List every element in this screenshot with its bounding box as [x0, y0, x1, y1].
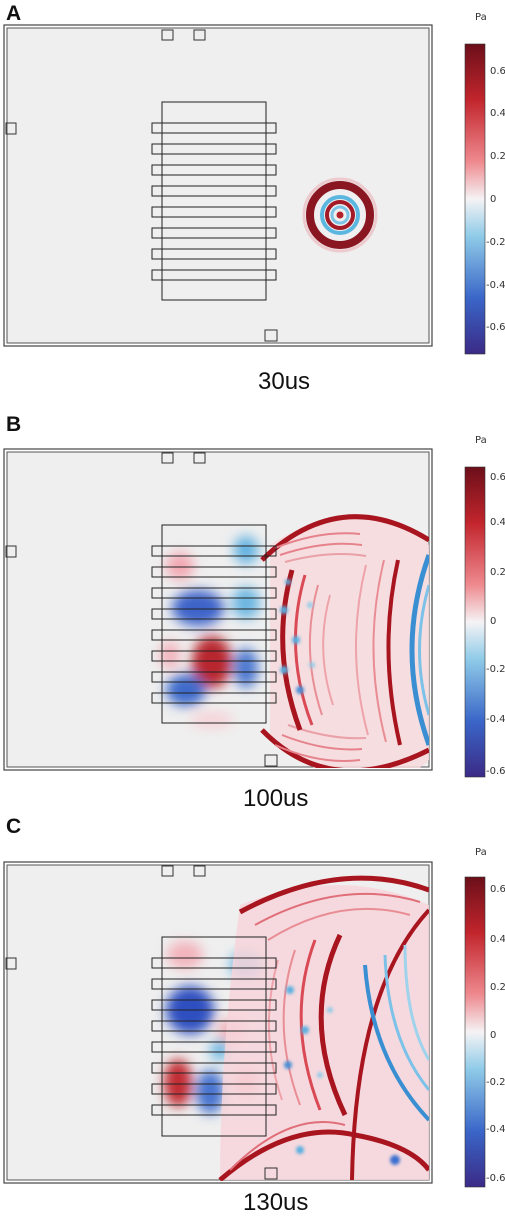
colorbar-tick: 0	[490, 194, 496, 205]
pressure-field	[160, 514, 429, 768]
colorbar: Pa 0.6 0.4 0.2 0 -0.2 -0.4 -0.6	[464, 12, 505, 355]
sensor	[5, 957, 17, 970]
colorbar-tick: -0.4	[486, 1124, 505, 1135]
plate-stack	[151, 936, 277, 1137]
panel-label: C	[6, 815, 21, 838]
colorbar-tick: -0.2	[486, 1077, 505, 1088]
time-label: 130us	[243, 1189, 308, 1216]
colorbar: Pa 0.6 0.4 0.2 0 -0.2 -0.4 -0.6	[464, 435, 505, 778]
sensor	[193, 452, 206, 464]
colorbar-tick: -0.2	[486, 237, 505, 248]
colorbar-unit: Pa	[475, 12, 487, 23]
panel-label: B	[6, 413, 21, 436]
sensor	[5, 545, 17, 558]
colorbar-tick: -0.6	[486, 766, 505, 777]
colorbar-tick: 0	[490, 1030, 496, 1041]
simulation-domain	[3, 448, 433, 771]
panel-label: A	[6, 2, 21, 25]
colorbar-tick: 0	[490, 616, 496, 627]
plate-stack	[151, 101, 277, 301]
colorbar-tick: 0.6	[490, 66, 505, 77]
pressure-field	[164, 875, 429, 1181]
colorbar-tick: 0.4	[490, 108, 505, 119]
colorbar: Pa 0.6 0.4 0.2 0 -0.2 -0.4 -0.6	[464, 847, 505, 1188]
colorbar-tick: 0.4	[490, 517, 505, 528]
sensor	[264, 1167, 278, 1180]
colorbar-tick: 0.6	[490, 472, 505, 483]
colorbar-tick: -0.4	[486, 714, 505, 725]
colorbar-tick: -0.6	[486, 322, 505, 333]
simulation-domain	[3, 24, 433, 347]
sensor	[193, 29, 206, 41]
colorbar-tick: 0.4	[490, 934, 505, 945]
sensor	[161, 865, 174, 877]
simulation-domain	[3, 861, 433, 1184]
panel-a: A	[3, 2, 505, 395]
colorbar-unit: Pa	[475, 847, 487, 858]
colorbar-tick: 0.6	[490, 884, 505, 895]
sensor	[161, 452, 174, 464]
sensor	[264, 329, 278, 342]
colorbar-tick: -0.6	[486, 1173, 505, 1184]
time-label: 30us	[258, 368, 310, 395]
colorbar-unit: Pa	[475, 435, 487, 446]
plate-stack	[151, 524, 277, 724]
colorbar-tick: 0.2	[490, 151, 505, 162]
panel-c: C	[3, 815, 505, 1216]
sensor	[5, 122, 17, 135]
colorbar-tick: -0.4	[486, 280, 505, 291]
colorbar-tick: 0.2	[490, 982, 505, 993]
sensor	[193, 865, 206, 877]
colorbar-tick: -0.2	[486, 664, 505, 675]
sensor	[264, 754, 278, 767]
sensor	[161, 29, 174, 41]
time-label: 100us	[243, 785, 308, 812]
panel-b: B	[3, 413, 505, 812]
colorbar-tick: 0.2	[490, 567, 505, 578]
pressure-field	[302, 177, 378, 253]
